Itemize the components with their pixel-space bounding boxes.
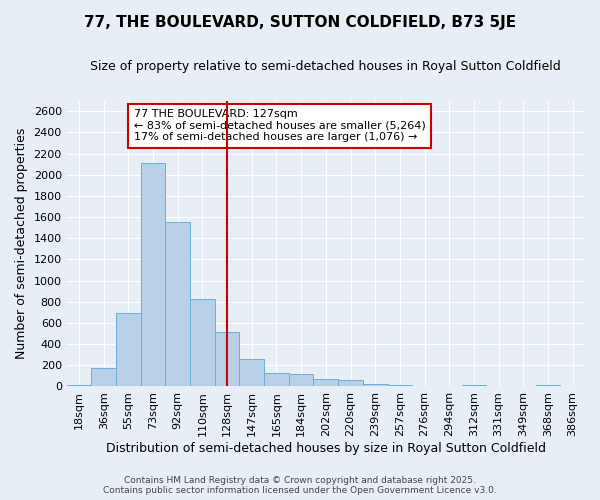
X-axis label: Distribution of semi-detached houses by size in Royal Sutton Coldfield: Distribution of semi-detached houses by … [106,442,546,455]
Bar [215,332,239,386]
Bar [190,299,215,386]
Bar [313,378,338,386]
Text: Contains HM Land Registry data © Crown copyright and database right 2025.
Contai: Contains HM Land Registry data © Crown c… [103,476,497,495]
Bar [338,380,363,386]
Y-axis label: Number of semi-detached properties: Number of semi-detached properties [15,128,28,359]
Text: 77 THE BOULEVARD: 127sqm
← 83% of semi-detached houses are smaller (5,264)
17% o: 77 THE BOULEVARD: 127sqm ← 83% of semi-d… [134,109,426,142]
Bar [239,360,264,386]
Title: Size of property relative to semi-detached houses in Royal Sutton Coldfield: Size of property relative to semi-detach… [91,60,561,73]
Bar [116,313,141,386]
Bar [141,163,166,386]
Text: 77, THE BOULEVARD, SUTTON COLDFIELD, B73 5JE: 77, THE BOULEVARD, SUTTON COLDFIELD, B73… [84,15,516,30]
Bar [264,373,289,386]
Bar [289,374,313,386]
Bar [91,368,116,386]
Bar [363,384,388,386]
Bar [67,385,91,386]
Bar [166,222,190,386]
